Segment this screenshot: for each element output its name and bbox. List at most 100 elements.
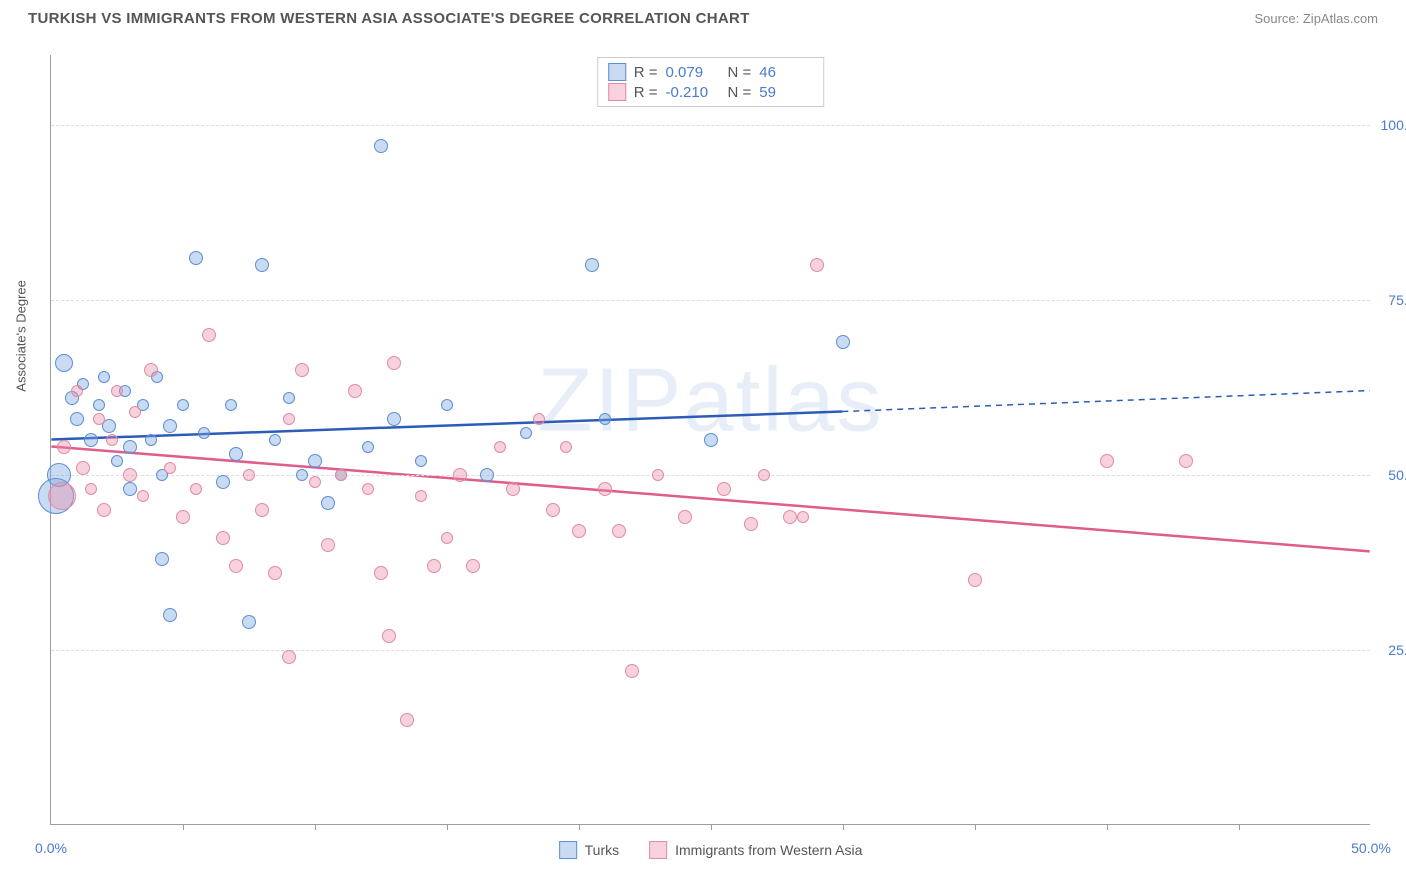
data-point — [506, 482, 520, 496]
data-point — [144, 363, 158, 377]
data-point — [189, 251, 203, 265]
data-point — [797, 511, 809, 523]
data-point — [283, 392, 295, 404]
data-point — [387, 412, 401, 426]
data-point — [216, 475, 230, 489]
data-point — [155, 552, 169, 566]
x-tick-mark — [975, 824, 976, 830]
legend-label: Immigrants from Western Asia — [675, 842, 862, 858]
r-value: -0.210 — [666, 84, 720, 101]
data-point — [129, 406, 141, 418]
data-point — [85, 483, 97, 495]
y-axis-title: Associate's Degree — [14, 280, 29, 392]
x-tick-mark — [711, 824, 712, 830]
data-point — [309, 476, 321, 488]
data-point — [71, 385, 83, 397]
data-point — [810, 258, 824, 272]
data-point — [321, 496, 335, 510]
data-point — [758, 469, 770, 481]
data-point — [599, 413, 611, 425]
r-label: R = — [634, 84, 658, 101]
data-point — [427, 559, 441, 573]
data-point — [295, 363, 309, 377]
x-tick-mark — [183, 824, 184, 830]
y-tick-label: 50.0% — [1388, 467, 1406, 483]
legend-swatch — [649, 841, 667, 859]
x-tick-mark — [843, 824, 844, 830]
data-point — [48, 482, 76, 510]
stats-row: R =0.079N =46 — [608, 62, 814, 82]
data-point — [382, 629, 396, 643]
data-point — [441, 399, 453, 411]
data-point — [415, 490, 427, 502]
data-point — [400, 713, 414, 727]
data-point — [348, 384, 362, 398]
data-point — [321, 538, 335, 552]
x-tick-mark — [315, 824, 316, 830]
data-point — [243, 469, 255, 481]
n-label: N = — [728, 64, 752, 81]
r-label: R = — [634, 64, 658, 81]
data-point — [198, 427, 210, 439]
x-tick-mark — [579, 824, 580, 830]
data-point — [652, 469, 664, 481]
data-point — [625, 664, 639, 678]
data-point — [678, 510, 692, 524]
legend-item: Immigrants from Western Asia — [649, 841, 862, 859]
data-point — [308, 454, 322, 468]
data-point — [93, 399, 105, 411]
source-label: Source: ZipAtlas.com — [1254, 11, 1378, 26]
data-point — [97, 503, 111, 517]
data-point — [123, 440, 137, 454]
x-tick-label: 0.0% — [35, 840, 67, 856]
data-point — [98, 371, 110, 383]
data-point — [783, 510, 797, 524]
data-point — [704, 433, 718, 447]
data-point — [283, 413, 295, 425]
data-point — [216, 531, 230, 545]
data-point — [546, 503, 560, 517]
data-point — [123, 482, 137, 496]
data-point — [111, 455, 123, 467]
data-point — [480, 468, 494, 482]
data-point — [57, 440, 71, 454]
data-point — [598, 482, 612, 496]
y-tick-label: 100.0% — [1381, 117, 1406, 133]
grid-line — [51, 650, 1370, 651]
legend-label: Turks — [585, 842, 619, 858]
chart-title: TURKISH VS IMMIGRANTS FROM WESTERN ASIA … — [28, 10, 750, 27]
data-point — [242, 615, 256, 629]
data-point — [111, 385, 123, 397]
data-point — [520, 427, 532, 439]
data-point — [362, 483, 374, 495]
series-swatch — [608, 63, 626, 81]
data-point — [744, 517, 758, 531]
data-point — [269, 434, 281, 446]
stats-row: R =-0.210N =59 — [608, 82, 814, 102]
data-point — [137, 490, 149, 502]
data-point — [374, 566, 388, 580]
data-point — [229, 447, 243, 461]
x-tick-label: 50.0% — [1351, 840, 1391, 856]
data-point — [163, 608, 177, 622]
data-point — [282, 650, 296, 664]
data-point — [374, 139, 388, 153]
data-point — [106, 434, 118, 446]
data-point — [163, 419, 177, 433]
x-tick-mark — [1239, 824, 1240, 830]
data-point — [296, 469, 308, 481]
data-point — [572, 524, 586, 538]
data-point — [335, 469, 347, 481]
y-tick-label: 25.0% — [1388, 642, 1406, 658]
data-point — [190, 483, 202, 495]
data-point — [533, 413, 545, 425]
data-point — [70, 412, 84, 426]
data-point — [123, 468, 137, 482]
data-point — [255, 503, 269, 517]
data-point — [202, 328, 216, 342]
data-point — [387, 356, 401, 370]
data-point — [466, 559, 480, 573]
data-point — [560, 441, 572, 453]
x-tick-mark — [447, 824, 448, 830]
data-point — [453, 468, 467, 482]
